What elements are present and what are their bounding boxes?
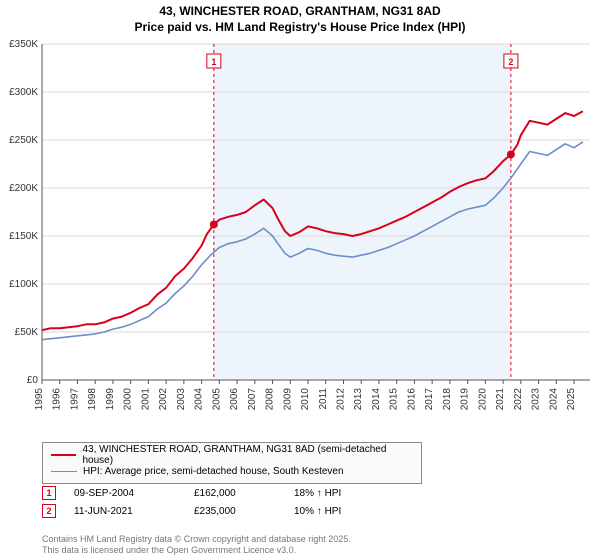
svg-text:2013: 2013: [353, 388, 364, 411]
sale-marker-num: 2: [46, 506, 51, 516]
svg-text:2000: 2000: [123, 388, 134, 411]
sale-marker-box: 1: [42, 486, 56, 500]
legend-swatch: [51, 454, 76, 456]
svg-text:£250K: £250K: [9, 135, 38, 146]
svg-text:2005: 2005: [211, 388, 222, 411]
line-chart-svg: £0 £50K £100K £150K £200K £250K £300K £350K 1995…: [6, 40, 594, 430]
sale-marker-box: 2: [42, 504, 56, 518]
title-line1: 43, WINCHESTER ROAD, GRANTHAM, NG31 8AD: [0, 4, 600, 20]
svg-text:£350K: £350K: [9, 40, 38, 50]
svg-text:2004: 2004: [194, 388, 205, 411]
svg-text:2006: 2006: [229, 388, 240, 411]
legend-swatch: [51, 471, 77, 472]
footer-attribution: Contains HM Land Registry data © Crown c…: [42, 534, 351, 557]
svg-text:2021: 2021: [495, 388, 506, 411]
svg-text:2002: 2002: [158, 388, 169, 411]
svg-text:2019: 2019: [460, 388, 471, 411]
svg-text:1995: 1995: [34, 388, 45, 411]
sale-date: 09-SEP-2004: [74, 488, 194, 499]
sale-delta: 18% ↑ HPI: [294, 488, 414, 499]
svg-text:2017: 2017: [424, 388, 435, 411]
svg-text:2: 2: [508, 57, 513, 67]
svg-text:2018: 2018: [442, 388, 453, 411]
svg-text:2024: 2024: [548, 388, 559, 411]
svg-text:£200K: £200K: [9, 183, 38, 194]
sale-row: 1 09-SEP-2004 £162,000 18% ↑ HPI: [42, 484, 582, 502]
svg-text:2008: 2008: [265, 388, 276, 411]
svg-text:2010: 2010: [300, 388, 311, 411]
svg-text:1996: 1996: [52, 388, 63, 411]
svg-text:£150K: £150K: [9, 231, 38, 242]
svg-text:2022: 2022: [513, 388, 524, 411]
svg-text:2015: 2015: [389, 388, 400, 411]
footer-line2: This data is licensed under the Open Gov…: [42, 545, 351, 556]
svg-text:£0: £0: [27, 375, 39, 386]
svg-text:2012: 2012: [335, 388, 346, 411]
sale-row: 2 11-JUN-2021 £235,000 10% ↑ HPI: [42, 502, 582, 520]
svg-text:2014: 2014: [371, 388, 382, 411]
sale-price: £162,000: [194, 488, 294, 499]
legend-label: 43, WINCHESTER ROAD, GRANTHAM, NG31 8AD …: [82, 444, 413, 466]
legend-item-price-paid: 43, WINCHESTER ROAD, GRANTHAM, NG31 8AD …: [51, 447, 413, 463]
title-line2: Price paid vs. HM Land Registry's House …: [0, 20, 600, 36]
chart-area: £0 £50K £100K £150K £200K £250K £300K £350K 1995…: [6, 40, 594, 430]
svg-text:2007: 2007: [247, 388, 258, 411]
svg-text:£300K: £300K: [9, 87, 38, 98]
footer-line1: Contains HM Land Registry data © Crown c…: [42, 534, 351, 545]
svg-text:2023: 2023: [531, 388, 542, 411]
sale-delta: 10% ↑ HPI: [294, 506, 414, 517]
svg-text:£100K: £100K: [9, 279, 38, 290]
sale-price: £235,000: [194, 506, 294, 517]
svg-text:2020: 2020: [477, 388, 488, 411]
svg-text:1997: 1997: [69, 388, 80, 411]
svg-text:2025: 2025: [566, 388, 577, 411]
sales-table: 1 09-SEP-2004 £162,000 18% ↑ HPI 2 11-JU…: [42, 484, 582, 520]
legend-label: HPI: Average price, semi-detached house,…: [83, 466, 344, 477]
svg-text:£50K: £50K: [15, 327, 39, 338]
svg-text:2003: 2003: [176, 388, 187, 411]
svg-text:2001: 2001: [140, 388, 151, 411]
sale-date: 11-JUN-2021: [74, 506, 194, 517]
svg-text:1: 1: [211, 57, 216, 67]
svg-text:2011: 2011: [318, 388, 329, 410]
svg-text:1999: 1999: [105, 388, 116, 411]
chart-title-block: 43, WINCHESTER ROAD, GRANTHAM, NG31 8AD …: [0, 0, 600, 35]
svg-text:2009: 2009: [282, 388, 293, 411]
svg-text:2016: 2016: [406, 388, 417, 411]
sale-marker-num: 1: [46, 488, 51, 498]
legend: 43, WINCHESTER ROAD, GRANTHAM, NG31 8AD …: [42, 442, 422, 484]
svg-text:1998: 1998: [87, 388, 98, 411]
